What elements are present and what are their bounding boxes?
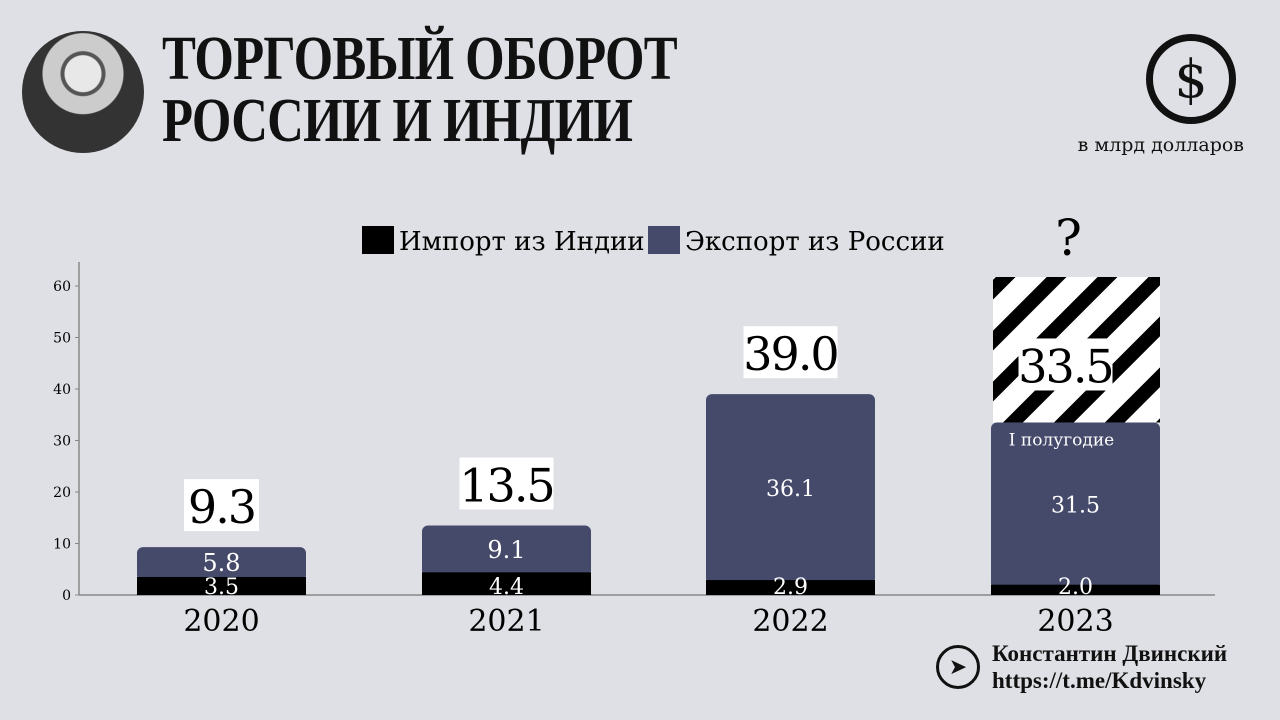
question-mark: ? xyxy=(1055,209,1082,267)
x-tick-label: 2023 xyxy=(1037,604,1113,639)
x-tick-label: 2021 xyxy=(468,604,544,639)
legend-label: Экспорт из России xyxy=(685,227,945,257)
export-value-label: 5.8 xyxy=(202,549,240,577)
total-value-label: 33.5 xyxy=(1018,339,1112,393)
page-title: ТОРГОВЫЙ ОБОРОТ РОССИИ И ИНДИИ xyxy=(162,25,678,155)
y-tick-label: 50 xyxy=(53,331,71,347)
total-value-label: 13.5 xyxy=(459,458,553,512)
export-value-label: 31.5 xyxy=(1051,494,1100,519)
unit-label: в млрд долларов xyxy=(1077,134,1244,156)
dollar-icon: $ xyxy=(1146,34,1236,124)
legend-label: Импорт из Индии xyxy=(399,227,645,257)
total-label-bg xyxy=(184,479,259,532)
legend-swatch xyxy=(648,226,680,254)
total-label-bg xyxy=(1018,338,1113,391)
total-value-label: 39.0 xyxy=(743,327,837,381)
import-value-label: 3.5 xyxy=(204,575,239,600)
export-value-label: 36.1 xyxy=(766,477,815,502)
author-name: Константин Двинский xyxy=(992,641,1228,666)
y-tick-label: 20 xyxy=(53,485,71,501)
total-value-label: 9.3 xyxy=(188,480,255,534)
y-tick-label: 0 xyxy=(62,588,71,604)
total-label-bg xyxy=(743,326,838,379)
footer: ➤ Константин Двинский https://t.me/Kdvin… xyxy=(936,640,1227,694)
y-tick-label: 10 xyxy=(53,537,71,553)
half-year-note: I полугодие xyxy=(1009,430,1115,450)
x-tick-label: 2020 xyxy=(183,604,259,639)
bar-import xyxy=(991,584,1160,595)
telegram-link[interactable]: https://t.me/Kdvinsky xyxy=(992,668,1207,693)
legend-swatch xyxy=(362,226,394,254)
bar-export xyxy=(137,547,306,581)
bar-import xyxy=(422,572,591,595)
export-value-label: 9.1 xyxy=(487,536,525,564)
bar-export xyxy=(706,394,875,585)
import-value-label: 4.4 xyxy=(489,575,524,600)
import-value-label: 2.0 xyxy=(1058,575,1093,600)
telegram-send-icon[interactable]: ➤ xyxy=(936,645,980,689)
y-tick-label: 40 xyxy=(53,382,71,398)
legend: Импорт из Индии Экспорт из России xyxy=(362,226,945,257)
portrait-photo xyxy=(22,31,144,153)
bar-export xyxy=(422,525,591,577)
bar-import xyxy=(706,580,875,595)
x-tick-label: 2022 xyxy=(752,604,828,639)
y-tick-label: 60 xyxy=(53,279,71,295)
bar-export xyxy=(991,422,1160,589)
bar-import xyxy=(137,576,306,595)
y-tick-label: 30 xyxy=(53,434,71,450)
total-label-bg xyxy=(459,457,554,510)
import-value-label: 2.9 xyxy=(773,575,808,600)
